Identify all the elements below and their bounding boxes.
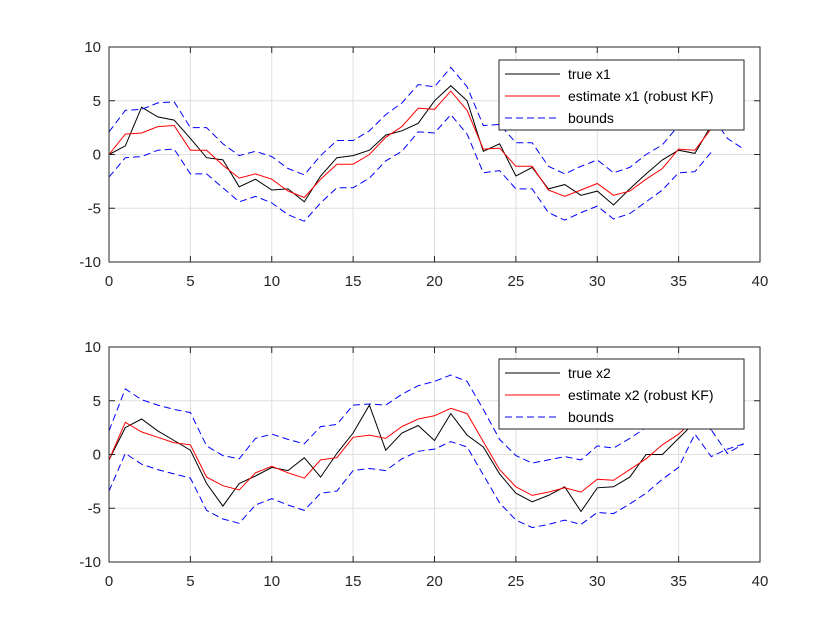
legend-label-true-x1: true x1 — [568, 66, 611, 82]
legend-label-estimate-x1: estimate x1 (robust KF) — [568, 88, 714, 104]
legend-label-bounds: bounds — [568, 409, 614, 425]
x-tick-label: 25 — [508, 273, 525, 290]
legend: true x2 estimate x2 (robust KF) bounds — [498, 358, 745, 430]
y-tick-label: 5 — [93, 93, 101, 110]
legend: true x1 estimate x1 (robust KF) bounds — [498, 59, 745, 131]
x-tick-label: 0 — [105, 273, 113, 290]
x-tick-label: 10 — [263, 573, 280, 590]
x-tick-label: 30 — [589, 573, 606, 590]
x-tick-label: 5 — [186, 273, 194, 290]
legend-label-true-x2: true x2 — [568, 365, 611, 381]
x-tick-label: 10 — [263, 273, 280, 290]
y-tick-label: 10 — [84, 39, 101, 56]
legend-label-estimate-x2: estimate x2 (robust KF) — [568, 387, 714, 403]
x-tick-label: 40 — [752, 573, 769, 590]
series-line-estimate-x1-robust-kf — [108, 90, 712, 199]
x-tick-label: 5 — [186, 573, 194, 590]
x-tick-label: 20 — [426, 573, 443, 590]
series-line-true-x2 — [108, 403, 712, 513]
y-tick-label: 5 — [93, 393, 101, 410]
series-line-true-x1 — [108, 85, 712, 206]
legend-label-bounds: bounds — [568, 110, 614, 126]
y-tick-label: -5 — [88, 200, 101, 217]
x-tick-label: 20 — [426, 273, 443, 290]
y-tick-label: -10 — [79, 254, 101, 271]
axes-top: 0 5 10 15 20 25 30 35 40 10 5 0 -5 -10 true x1 estima… — [79, 39, 768, 290]
x-tick-label: 0 — [105, 573, 113, 590]
x-tick-label: 15 — [345, 573, 362, 590]
y-tick-label: -10 — [79, 554, 101, 571]
series-line-bounds-lower — [108, 433, 744, 529]
y-tick-label: 10 — [84, 339, 101, 356]
axes-bottom: 0 5 10 15 20 25 30 35 40 10 5 0 -5 -10 true x2 estima… — [79, 339, 768, 590]
x-tick-label: 15 — [345, 273, 362, 290]
y-tick-label: -5 — [88, 500, 101, 517]
series-line-bounds — [108, 374, 744, 464]
x-tick-label: 40 — [752, 273, 769, 290]
x-tick-label: 35 — [670, 273, 687, 290]
series-line-estimate-x2-robust-kf — [108, 407, 696, 496]
x-tick-label: 30 — [589, 273, 606, 290]
y-tick-label: 0 — [93, 147, 101, 164]
x-tick-label: 25 — [508, 573, 525, 590]
series-line-bounds — [108, 66, 744, 176]
y-tick-label: 0 — [93, 447, 101, 464]
x-tick-label: 35 — [670, 573, 687, 590]
series-line-bounds-lower — [108, 113, 712, 222]
